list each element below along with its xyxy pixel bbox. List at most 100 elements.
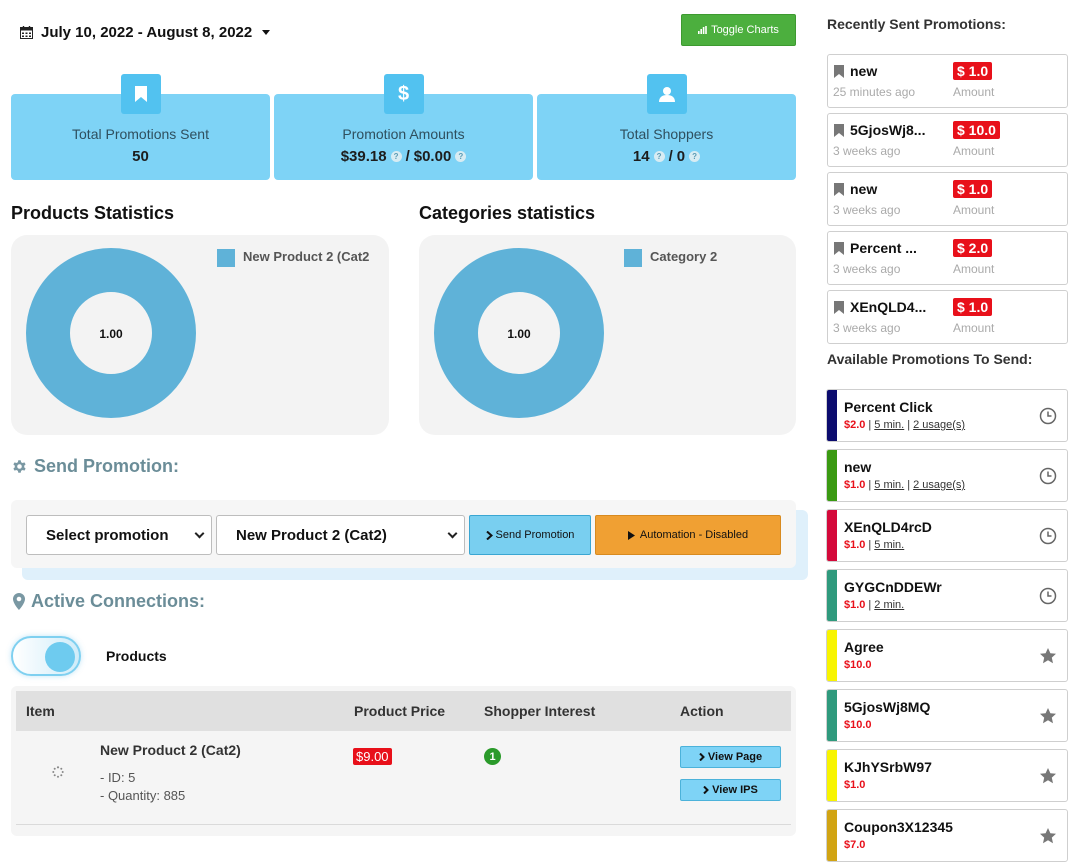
available-promotion-card[interactable]: Coupon3X12345 $7.0 <box>826 809 1068 862</box>
chevron-right-icon <box>485 530 493 540</box>
recent-promotion-card[interactable]: new 3 weeks ago $ 1.0 Amount <box>827 172 1068 226</box>
available-promotion-card[interactable]: Agree $10.0 <box>826 629 1068 682</box>
legend-swatch <box>217 249 235 267</box>
date-range-picker[interactable]: July 10, 2022 - August 8, 2022 <box>20 24 271 41</box>
help-icon[interactable]: ? <box>390 151 402 162</box>
spinner-icon <box>52 766 64 778</box>
column-header-action: Action <box>680 703 724 719</box>
available-promotion-usage[interactable]: 2 usage(s) <box>913 479 966 491</box>
recent-promotion-amount: $ 1.0 <box>953 180 993 198</box>
play-icon <box>627 530 635 540</box>
star-icon[interactable] <box>1039 707 1057 725</box>
categories-donut-slice[interactable] <box>434 248 604 418</box>
help-icon[interactable]: ? <box>689 151 701 162</box>
column-header-shopper-interest: Shopper Interest <box>484 703 596 719</box>
gear-icon <box>13 460 26 473</box>
available-promotion-name: GYGCnDDEWr <box>844 579 942 595</box>
available-promotion-duration[interactable]: 5 min. <box>874 479 905 491</box>
stat-value-a: 14 <box>632 148 650 165</box>
view-page-button[interactable]: View Page <box>680 746 781 768</box>
recent-promotion-card[interactable]: Percent ... 3 weeks ago $ 2.0 Amount <box>827 231 1068 285</box>
meta-divider: | <box>907 479 911 491</box>
products-statistics-title: Products Statistics <box>11 203 175 223</box>
send-promotion-title: Send Promotion: <box>34 456 179 476</box>
table-header-row <box>16 691 791 731</box>
help-icon[interactable]: ? <box>455 151 467 162</box>
available-promotion-card[interactable]: 5GjosWj8MQ $10.0 <box>826 689 1068 742</box>
recent-amount-label: Amount <box>953 85 995 99</box>
view-ips-button[interactable]: View IPS <box>680 779 781 801</box>
star-icon[interactable] <box>1039 647 1057 665</box>
clock-icon[interactable] <box>1039 407 1057 425</box>
bookmark-icon <box>834 241 844 255</box>
categories-chart-panel: 1.00 Category 2 <box>419 235 796 435</box>
categories-legend[interactable]: Category 2 <box>624 249 717 267</box>
promotion-color-bar <box>827 570 837 621</box>
bar-chart-icon <box>698 26 707 34</box>
available-promotion-name: Coupon3X12345 <box>844 819 953 835</box>
product-name[interactable]: New Product 2 (Cat2) <box>100 742 241 758</box>
toggle-charts-button[interactable]: Toggle Charts <box>681 14 796 46</box>
recent-promotion-name-wrap: new <box>834 181 944 197</box>
available-promotion-price: $2.0 <box>844 419 866 431</box>
product-quantity: - Quantity: 885 <box>100 788 186 803</box>
available-promotion-name: new <box>844 459 872 475</box>
recent-promotion-card[interactable]: 5GjosWj8... 3 weeks ago $ 10.0 Amount <box>827 113 1068 167</box>
available-promotion-card[interactable]: GYGCnDDEWr $1.0 | 2 min. <box>826 569 1068 622</box>
stat-separator: / <box>668 148 673 165</box>
promotion-color-bar <box>827 390 837 441</box>
star-icon[interactable] <box>1039 827 1057 845</box>
recent-promotion-name-wrap: 5GjosWj8... <box>834 122 944 138</box>
send-promotion-button[interactable]: Send Promotion <box>469 515 591 555</box>
available-promotion-duration[interactable]: 5 min. <box>874 419 905 431</box>
recent-amount-label: Amount <box>953 203 995 217</box>
recent-promotion-card[interactable]: XEnQLD4... 3 weeks ago $ 1.0 Amount <box>827 290 1068 344</box>
products-toggle[interactable] <box>11 636 81 676</box>
automation-button[interactable]: Automation - Disabled <box>595 515 781 555</box>
available-promotion-card[interactable]: KJhYSrbW97 $1.0 <box>826 749 1068 802</box>
available-promotion-meta: $10.0 <box>844 719 872 731</box>
star-icon[interactable] <box>1039 767 1057 785</box>
product-select[interactable]: New Product 2 (Cat2) <box>216 515 465 555</box>
available-promotion-price: $10.0 <box>844 659 872 671</box>
stat-value: $39.18 ? / $0.00 ? <box>274 148 533 165</box>
clock-icon[interactable] <box>1039 527 1057 545</box>
table-row: New Product 2 (Cat2) - ID: 5 - Quantity:… <box>16 731 791 825</box>
available-promotion-name: XEnQLD4rcD <box>844 519 932 535</box>
products-chart-panel: 1.00 New Product 2 (Cat2 <box>11 235 389 435</box>
products-donut-chart: 1.00 <box>26 248 196 418</box>
user-icon <box>646 74 687 114</box>
product-id: - ID: 5 <box>100 770 136 785</box>
available-promotion-meta: $2.0 | 5 min. | 2 usage(s) <box>844 419 965 431</box>
available-promotion-card[interactable]: XEnQLD4rcD $1.0 | 5 min. <box>826 509 1068 562</box>
available-promotion-card[interactable]: Percent Click $2.0 | 5 min. | 2 usage(s) <box>826 389 1068 442</box>
active-connections-title: Active Connections: <box>31 591 206 611</box>
promotion-select-value: Select promotion <box>46 526 169 544</box>
categories-donut-chart: 1.00 <box>434 248 604 418</box>
available-promotion-duration[interactable]: 5 min. <box>874 539 905 551</box>
products-donut-slice[interactable] <box>26 248 196 418</box>
categories-statistics-title: Categories statistics <box>419 203 596 223</box>
legend-label: New Product 2 (Cat2 <box>243 249 370 264</box>
product-select-value: New Product 2 (Cat2) <box>236 526 387 544</box>
help-icon[interactable]: ? <box>653 151 665 162</box>
meta-divider: | <box>868 479 872 491</box>
chevron-down-icon <box>447 528 458 538</box>
available-promotion-duration[interactable]: 2 min. <box>874 599 905 611</box>
bookmark-icon <box>120 74 161 114</box>
categories-donut-center-label: 1.00 <box>507 327 531 341</box>
available-promotion-price: $7.0 <box>844 839 866 851</box>
stat-value-number: 50 <box>132 148 149 165</box>
promotion-select[interactable]: Select promotion <box>26 515 212 555</box>
map-marker-icon <box>13 593 25 610</box>
products-legend[interactable]: New Product 2 (Cat2 <box>217 249 369 267</box>
product-price-badge: $9.00 <box>353 748 392 765</box>
recent-promotion-card[interactable]: new 25 minutes ago $ 1.0 Amount <box>827 54 1068 108</box>
clock-icon[interactable] <box>1039 467 1057 485</box>
available-promotion-card[interactable]: new $1.0 | 5 min. | 2 usage(s) <box>826 449 1068 502</box>
clock-icon[interactable] <box>1039 587 1057 605</box>
stat-value-b: $0.00 <box>413 148 452 165</box>
available-promotion-usage[interactable]: 2 usage(s) <box>913 419 966 431</box>
send-promotion-label: Send Promotion <box>495 529 575 541</box>
recent-promotion-name: XEnQLD4... <box>850 299 927 315</box>
